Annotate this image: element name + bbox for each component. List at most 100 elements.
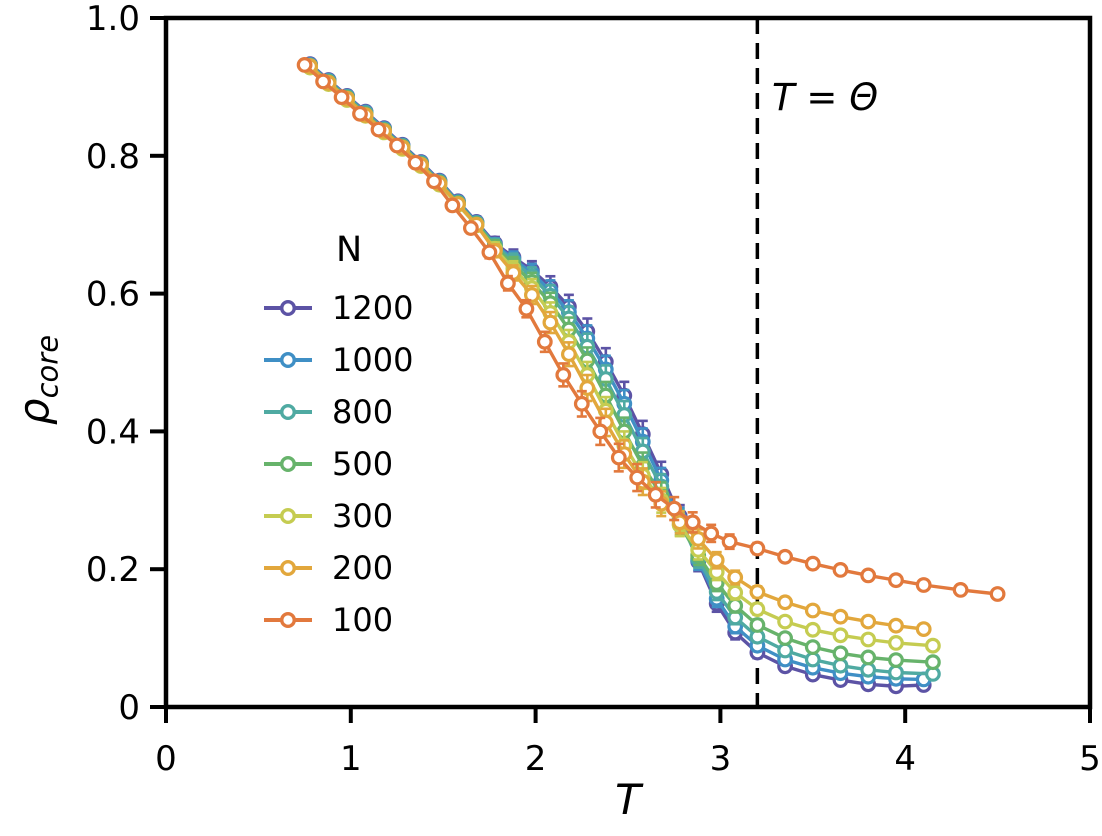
data-point	[860, 631, 877, 648]
data-point	[888, 635, 904, 651]
y-tick-label: 0.8	[86, 137, 140, 177]
data-point	[989, 586, 1006, 602]
data-point	[832, 608, 849, 625]
data-point	[407, 154, 424, 171]
legend-marker-icon	[264, 403, 312, 421]
data-point	[832, 627, 849, 644]
y-tick-label: 1.0	[86, 0, 140, 39]
legend-marker-icon	[264, 299, 312, 317]
data-point	[860, 613, 877, 630]
data-point	[536, 333, 553, 350]
data-point	[727, 584, 744, 601]
legend-marker-icon	[264, 455, 312, 473]
data-point	[860, 649, 877, 666]
data-point	[463, 220, 479, 237]
data-point	[888, 664, 904, 681]
data-point	[777, 642, 793, 659]
data-point	[832, 645, 849, 662]
legend-marker-icon	[264, 351, 312, 369]
legend-item-label: 1200	[332, 289, 414, 327]
data-point	[915, 577, 932, 593]
data-point	[500, 275, 516, 292]
legend-item-100: 100	[264, 594, 413, 646]
x-tick-label: 4	[894, 739, 916, 779]
legend-title: N	[336, 230, 363, 270]
data-point	[727, 569, 744, 586]
data-point	[561, 346, 577, 363]
data-point	[804, 602, 821, 619]
data-point	[832, 657, 849, 674]
data-point	[749, 584, 766, 600]
data-point	[832, 562, 849, 578]
data-point	[915, 621, 932, 637]
data-point	[888, 572, 904, 589]
legend-item-800: 800	[264, 386, 413, 438]
data-point	[666, 500, 683, 517]
y-tick-label: 0.4	[86, 412, 140, 452]
legend-item-1000: 1000	[264, 334, 413, 386]
x-tick-label: 2	[525, 739, 547, 779]
y-tick-label: 0.6	[86, 275, 140, 315]
data-point	[315, 73, 332, 90]
legend-items: 1200 1000 800 500 300 200 100	[264, 282, 413, 646]
legend-marker-icon	[264, 507, 312, 525]
legend-item-500: 500	[264, 438, 413, 490]
legend: N 1200 1000 800 500 300 200 100	[264, 230, 413, 646]
legend-item-label: 500	[332, 445, 394, 483]
x-axis-label: T	[615, 775, 641, 824]
data-point	[610, 449, 627, 466]
data-point	[804, 639, 821, 655]
legend-marker-icon	[264, 611, 312, 629]
data-point	[352, 105, 368, 122]
data-point	[925, 654, 941, 671]
data-point	[888, 652, 904, 668]
y-tick-label: 0	[118, 688, 140, 728]
x-tick-label: 1	[340, 739, 362, 779]
data-point	[727, 597, 744, 614]
data-point	[333, 89, 350, 106]
data-point	[555, 367, 572, 383]
theta-annotation: T = Θ	[772, 76, 879, 119]
x-tick-label: 3	[710, 739, 732, 779]
series-100	[296, 57, 1006, 602]
y-axis-label: ρcore	[9, 335, 64, 425]
legend-item-200: 200	[264, 542, 413, 594]
data-point	[860, 661, 877, 678]
legend-item-1200: 1200	[264, 282, 413, 334]
data-point	[444, 197, 461, 214]
data-point	[749, 540, 766, 557]
y-axis-label-sub: core	[30, 334, 65, 399]
data-point	[573, 395, 590, 412]
data-point	[952, 582, 969, 598]
data-point	[708, 552, 725, 569]
data-point	[925, 637, 941, 654]
x-tick-label: 5	[1079, 739, 1101, 779]
data-point	[684, 514, 701, 531]
data-point	[777, 613, 793, 630]
data-point	[860, 567, 877, 584]
data-point	[804, 651, 821, 668]
data-point	[426, 173, 442, 190]
data-point	[804, 621, 821, 638]
data-point	[524, 287, 540, 303]
data-point	[777, 630, 793, 646]
legend-marker-icon	[264, 559, 312, 577]
x-tick-label: 0	[155, 739, 177, 779]
y-axis-label-main: ρ	[9, 398, 59, 426]
data-point	[542, 314, 559, 331]
y-tick-label: 0.2	[86, 550, 140, 590]
data-point	[777, 548, 793, 565]
data-point	[804, 555, 821, 572]
data-point	[888, 617, 904, 634]
data-point	[296, 57, 313, 73]
legend-item-label: 1000	[332, 341, 414, 379]
legend-item-300: 300	[264, 490, 413, 542]
legend-item-label: 100	[332, 601, 394, 639]
data-point	[690, 531, 707, 547]
data-point	[647, 486, 664, 503]
data-point	[777, 594, 793, 611]
legend-item-label: 300	[332, 497, 394, 535]
axes-box	[163, 15, 1093, 710]
